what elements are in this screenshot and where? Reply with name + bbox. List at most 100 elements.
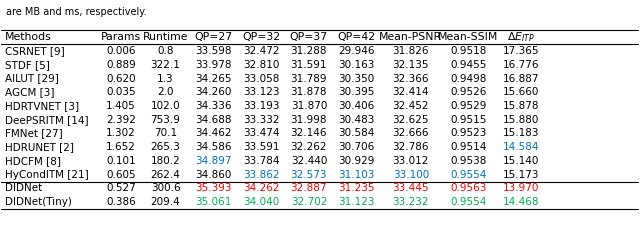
Text: 0.9523: 0.9523 — [450, 128, 486, 139]
Text: 32.414: 32.414 — [392, 87, 429, 97]
Text: 0.386: 0.386 — [106, 197, 136, 207]
Text: HDRTVNET [3]: HDRTVNET [3] — [4, 101, 79, 111]
Text: 35.393: 35.393 — [195, 183, 232, 194]
Text: DeePSRITM [14]: DeePSRITM [14] — [4, 115, 88, 125]
Text: HDRUNET [2]: HDRUNET [2] — [4, 142, 74, 152]
Text: 32.472: 32.472 — [243, 46, 279, 56]
Text: 262.4: 262.4 — [150, 170, 180, 180]
Text: 35.061: 35.061 — [195, 197, 232, 207]
Text: 0.9518: 0.9518 — [450, 46, 486, 56]
Text: 34.860: 34.860 — [195, 170, 232, 180]
Text: 32.625: 32.625 — [392, 115, 429, 125]
Text: 0.9515: 0.9515 — [450, 115, 486, 125]
Text: 0.9498: 0.9498 — [450, 74, 486, 84]
Text: 34.462: 34.462 — [195, 128, 232, 139]
Text: 31.591: 31.591 — [291, 60, 327, 70]
Text: 1.3: 1.3 — [157, 74, 174, 84]
Text: 300.6: 300.6 — [150, 183, 180, 194]
Text: 33.012: 33.012 — [392, 156, 429, 166]
Text: 33.058: 33.058 — [243, 74, 279, 84]
Text: FMNet [27]: FMNet [27] — [4, 128, 62, 139]
Text: CSRNET [9]: CSRNET [9] — [4, 46, 65, 56]
Text: 34.586: 34.586 — [195, 142, 232, 152]
Text: Mean-SSIM: Mean-SSIM — [438, 32, 499, 42]
Text: 1.302: 1.302 — [106, 128, 136, 139]
Text: 14.468: 14.468 — [502, 197, 539, 207]
Text: 32.262: 32.262 — [291, 142, 327, 152]
Text: Methods: Methods — [4, 32, 51, 42]
Text: 0.605: 0.605 — [106, 170, 136, 180]
Text: 0.9538: 0.9538 — [450, 156, 486, 166]
Text: 33.862: 33.862 — [243, 170, 279, 180]
Text: 33.332: 33.332 — [243, 115, 279, 125]
Text: 33.123: 33.123 — [243, 87, 279, 97]
Text: 33.100: 33.100 — [393, 170, 429, 180]
Text: 31.826: 31.826 — [392, 46, 429, 56]
Text: 0.006: 0.006 — [106, 46, 136, 56]
Text: 33.445: 33.445 — [392, 183, 429, 194]
Text: 31.998: 31.998 — [291, 115, 327, 125]
Text: 34.265: 34.265 — [195, 74, 232, 84]
Text: $\Delta E_{ITP}$: $\Delta E_{ITP}$ — [507, 30, 534, 44]
Text: 16.776: 16.776 — [502, 60, 539, 70]
Text: 15.660: 15.660 — [502, 87, 539, 97]
Text: 32.786: 32.786 — [392, 142, 429, 152]
Text: DIDNet(Tiny): DIDNet(Tiny) — [4, 197, 72, 207]
Text: 0.889: 0.889 — [106, 60, 136, 70]
Text: 30.483: 30.483 — [339, 115, 375, 125]
Text: 0.101: 0.101 — [106, 156, 136, 166]
Text: 17.365: 17.365 — [502, 46, 539, 56]
Text: 33.193: 33.193 — [243, 101, 279, 111]
Text: 15.183: 15.183 — [502, 128, 539, 139]
Text: 1.405: 1.405 — [106, 101, 136, 111]
Text: 34.897: 34.897 — [195, 156, 232, 166]
Text: 0.9563: 0.9563 — [450, 183, 486, 194]
Text: 31.235: 31.235 — [339, 183, 375, 194]
Text: 753.9: 753.9 — [150, 115, 180, 125]
Text: 13.970: 13.970 — [502, 183, 539, 194]
Text: 0.035: 0.035 — [106, 87, 136, 97]
Text: 34.260: 34.260 — [195, 87, 232, 97]
Text: 32.573: 32.573 — [291, 170, 327, 180]
Text: 33.591: 33.591 — [243, 142, 279, 152]
Text: 32.702: 32.702 — [291, 197, 327, 207]
Text: 32.440: 32.440 — [291, 156, 327, 166]
Text: 70.1: 70.1 — [154, 128, 177, 139]
Text: 32.135: 32.135 — [392, 60, 429, 70]
Text: 34.040: 34.040 — [243, 197, 279, 207]
Text: 30.584: 30.584 — [339, 128, 375, 139]
Text: 1.652: 1.652 — [106, 142, 136, 152]
Text: 33.784: 33.784 — [243, 156, 279, 166]
Text: 33.474: 33.474 — [243, 128, 279, 139]
Text: 34.336: 34.336 — [195, 101, 232, 111]
Text: 30.395: 30.395 — [339, 87, 375, 97]
Text: 322.1: 322.1 — [150, 60, 180, 70]
Text: Mean-PSNR: Mean-PSNR — [380, 32, 442, 42]
Text: QP=32: QP=32 — [242, 32, 280, 42]
Text: 33.232: 33.232 — [392, 197, 429, 207]
Text: 32.452: 32.452 — [392, 101, 429, 111]
Text: are MB and ms, respectively.: are MB and ms, respectively. — [6, 7, 147, 17]
Text: QP=37: QP=37 — [290, 32, 328, 42]
Text: 0.9529: 0.9529 — [450, 101, 486, 111]
Text: AILUT [29]: AILUT [29] — [4, 74, 58, 84]
Text: 209.4: 209.4 — [150, 197, 180, 207]
Text: 180.2: 180.2 — [150, 156, 180, 166]
Text: 0.9514: 0.9514 — [450, 142, 486, 152]
Text: 31.789: 31.789 — [291, 74, 327, 84]
Text: QP=27: QP=27 — [194, 32, 232, 42]
Text: DIDNet: DIDNet — [4, 183, 42, 194]
Text: 0.9455: 0.9455 — [450, 60, 486, 70]
Text: Params: Params — [101, 32, 141, 42]
Text: 32.887: 32.887 — [291, 183, 327, 194]
Text: 32.366: 32.366 — [392, 74, 429, 84]
Text: AGCM [3]: AGCM [3] — [4, 87, 54, 97]
Text: 14.584: 14.584 — [502, 142, 539, 152]
Text: 15.880: 15.880 — [502, 115, 539, 125]
Text: 31.870: 31.870 — [291, 101, 327, 111]
Text: 0.9526: 0.9526 — [450, 87, 486, 97]
Text: 102.0: 102.0 — [150, 101, 180, 111]
Text: QP=42: QP=42 — [337, 32, 376, 42]
Text: 30.929: 30.929 — [339, 156, 375, 166]
Text: 2.392: 2.392 — [106, 115, 136, 125]
